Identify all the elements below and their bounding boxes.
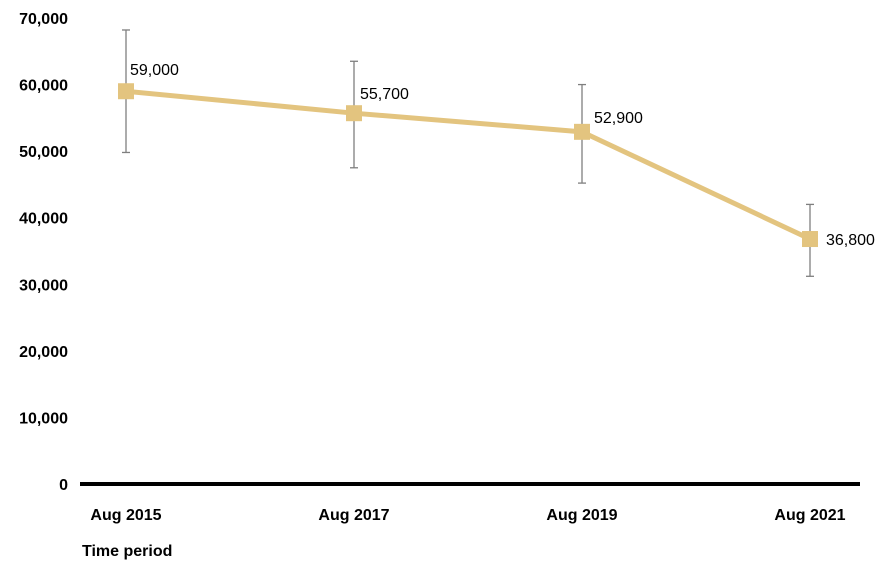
x-axis-category-labels: Aug 2015 Aug 2017 Aug 2019 Aug 2021	[90, 507, 845, 524]
y-tick-label: 20,000	[19, 344, 68, 361]
x-axis-title: Time period	[82, 543, 172, 560]
y-tick-label: 40,000	[19, 211, 68, 228]
x-tick-label: Aug 2015	[90, 507, 161, 524]
data-label: 36,800	[826, 232, 875, 249]
data-label: 52,900	[594, 110, 643, 127]
x-tick-label: Aug 2021	[774, 507, 845, 524]
y-tick-label: 70,000	[19, 11, 68, 28]
x-tick-label: Aug 2019	[546, 507, 617, 524]
y-tick-label: 30,000	[19, 277, 68, 294]
data-label: 59,000	[130, 62, 179, 79]
data-label: 55,700	[360, 86, 409, 103]
x-tick-label: Aug 2017	[318, 507, 389, 524]
y-tick-label: 10,000	[19, 410, 68, 427]
y-tick-label: 50,000	[19, 144, 68, 161]
data-labels: 59,000 55,700 52,900 36,800	[130, 62, 875, 249]
data-point-marker	[118, 83, 134, 100]
series-group	[118, 83, 818, 248]
y-tick-label: 60,000	[19, 78, 68, 95]
series-line	[125, 88, 812, 242]
data-point-marker	[346, 105, 362, 122]
data-point-marker	[574, 123, 590, 140]
error-bars	[122, 29, 814, 277]
y-tick-label: 0	[59, 477, 68, 494]
data-point-marker	[802, 231, 818, 248]
y-axis-tick-labels: 0 10,000 20,000 30,000 40,000 50,000 60,000 70,…	[19, 11, 68, 494]
